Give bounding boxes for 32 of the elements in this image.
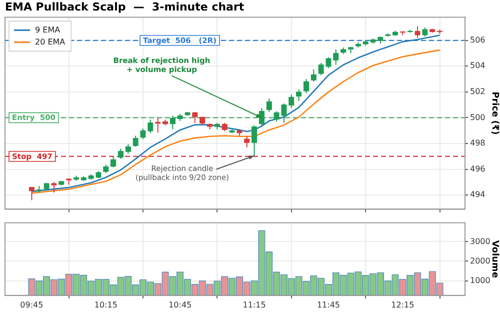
x-tick-label: 10:15 <box>94 300 118 310</box>
y-axis-title: Price (₹) <box>489 92 500 135</box>
x-tick-label: 12:15 <box>391 300 414 310</box>
y-tick-label: 498 <box>470 138 486 148</box>
y-tick-label: 506 <box>470 35 486 44</box>
candlestick <box>251 124 258 156</box>
x-tick-label: 11:45 <box>316 300 340 310</box>
legend-label: 9 EMA <box>35 25 61 34</box>
candlestick <box>244 136 250 148</box>
candlestick <box>51 182 57 193</box>
candlestick <box>281 103 287 124</box>
y-tick-label: 504 <box>470 61 486 70</box>
candlestick <box>333 48 339 66</box>
y-tick-label: 494 <box>470 190 486 200</box>
y-tick-label: 500 <box>470 112 486 122</box>
y-axis-title: Volume <box>489 240 500 278</box>
x-tick-label: 11:15 <box>242 300 266 310</box>
candlestick <box>28 186 35 201</box>
candlestick <box>414 26 420 38</box>
candlestick <box>296 88 302 102</box>
chart-title: EMA Pullback Scalp — 3-minute chart <box>5 0 244 14</box>
x-tick-label: 10:45 <box>168 300 192 310</box>
y-tick-label: 2000 <box>470 256 490 266</box>
candlestick <box>310 68 316 82</box>
y-tick-label: 3000 <box>470 236 490 246</box>
legend-label: 20 EMA <box>35 37 66 46</box>
y-tick-label: 1000 <box>470 276 490 285</box>
y-tick-label: 502 <box>470 87 486 96</box>
x-tick-label: 09:45 <box>20 300 44 310</box>
candlestick <box>303 78 310 94</box>
candlestick <box>258 108 265 127</box>
y-tick-label: 496 <box>470 164 486 174</box>
